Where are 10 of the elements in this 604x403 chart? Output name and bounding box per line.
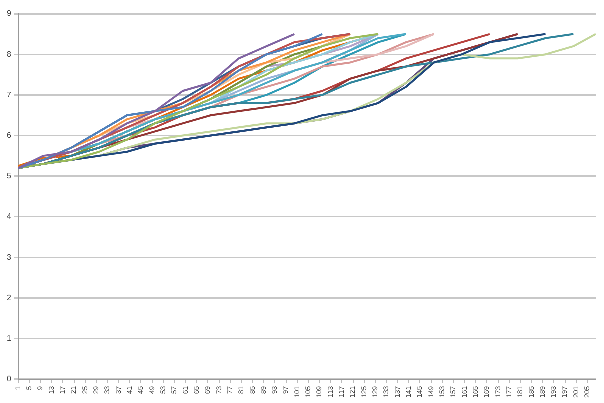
y-tick-label: 2 <box>6 293 12 302</box>
y-tick-label: 1 <box>6 334 12 343</box>
y-tick-label: 0 <box>6 374 12 384</box>
y-tick-label: 7 <box>6 90 12 100</box>
y-tick-label: 6 <box>6 130 12 140</box>
y-tick-label: 9 <box>6 9 12 18</box>
y-tick-label: 3 <box>6 252 12 262</box>
y-tick-label: 4 <box>6 212 12 222</box>
y-tick-label: 5 <box>6 172 12 181</box>
y-tick-label: 8 <box>6 50 12 59</box>
